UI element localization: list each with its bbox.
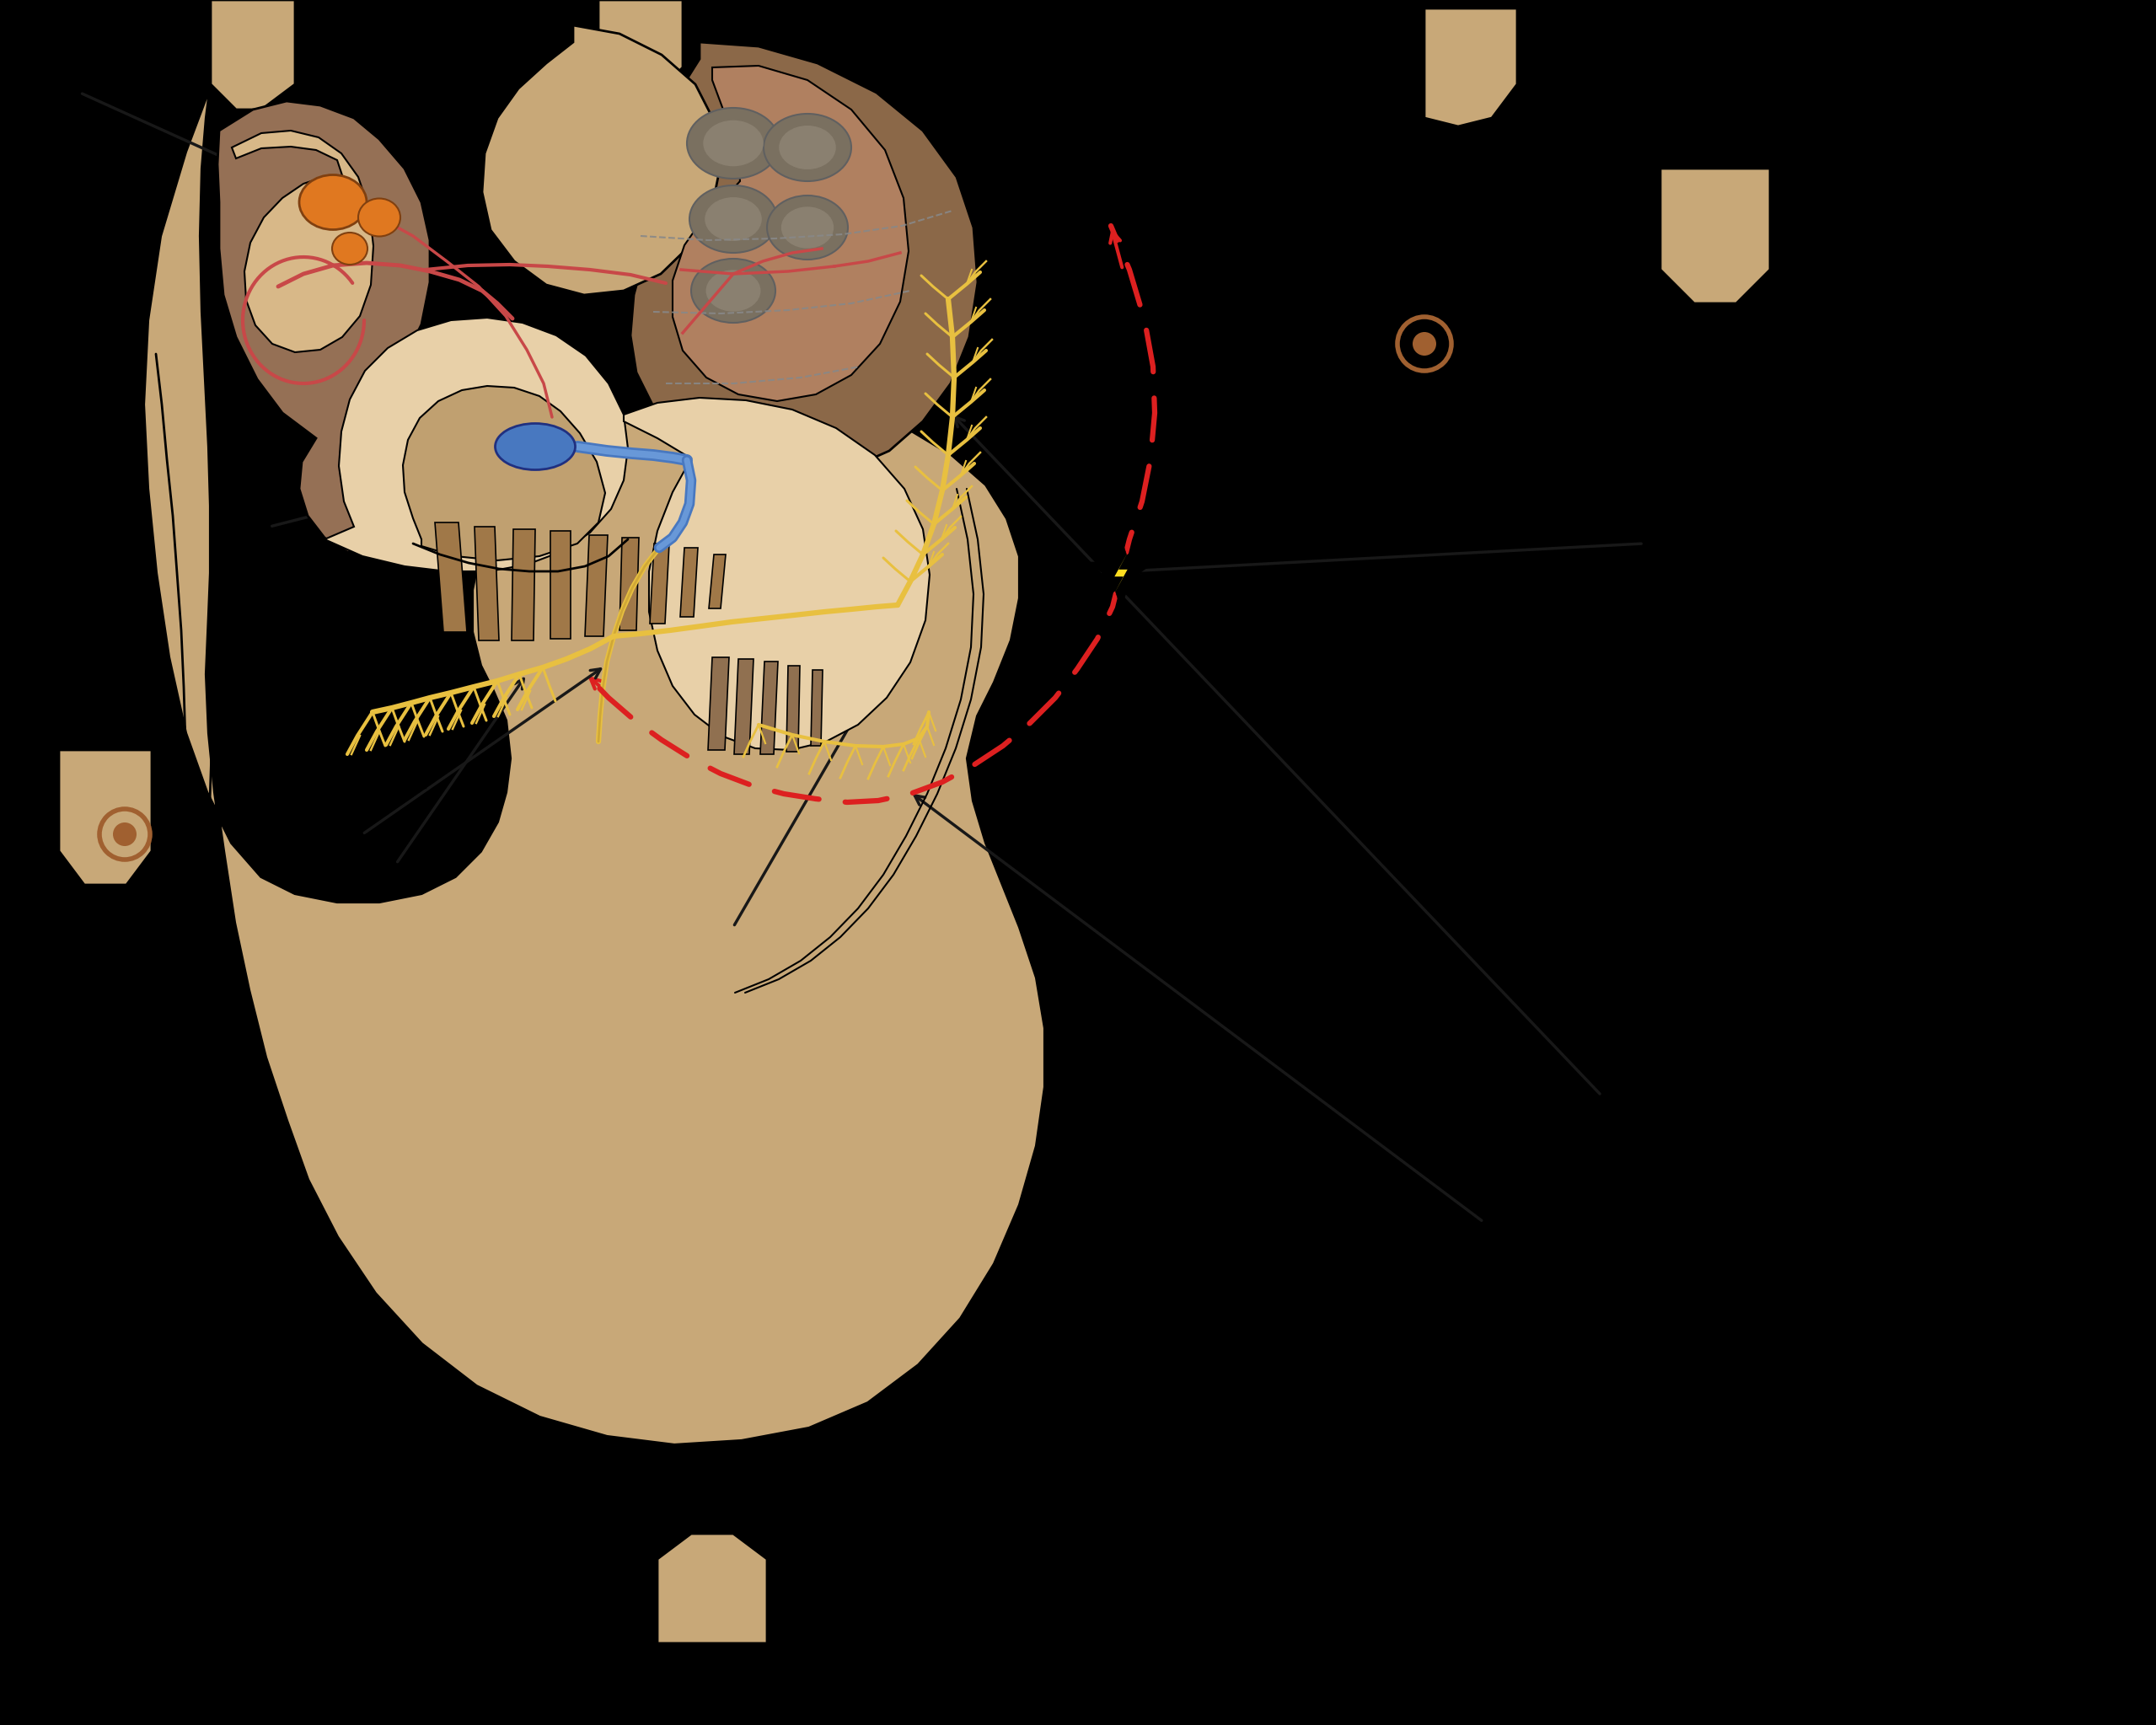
Ellipse shape (703, 121, 763, 166)
Polygon shape (403, 386, 606, 561)
Polygon shape (735, 659, 752, 754)
Polygon shape (1115, 552, 1128, 595)
Polygon shape (679, 549, 699, 618)
Polygon shape (811, 669, 824, 745)
Polygon shape (1425, 9, 1518, 126)
Polygon shape (619, 538, 638, 630)
Circle shape (112, 823, 136, 845)
Polygon shape (436, 523, 468, 631)
Polygon shape (550, 531, 571, 638)
Circle shape (1412, 331, 1436, 355)
Polygon shape (761, 661, 778, 754)
Ellipse shape (688, 109, 780, 179)
Ellipse shape (778, 126, 837, 169)
Polygon shape (1660, 169, 1770, 304)
Polygon shape (673, 66, 908, 402)
Polygon shape (142, 85, 1046, 1446)
Polygon shape (218, 102, 438, 555)
Ellipse shape (768, 195, 847, 259)
Polygon shape (211, 0, 295, 110)
Polygon shape (658, 1534, 768, 1644)
Polygon shape (1087, 538, 1156, 609)
Polygon shape (474, 526, 498, 640)
Polygon shape (649, 543, 668, 624)
Polygon shape (599, 0, 683, 93)
Polygon shape (787, 666, 800, 752)
Polygon shape (511, 530, 535, 640)
Ellipse shape (705, 269, 761, 312)
Polygon shape (584, 535, 608, 637)
Polygon shape (326, 317, 627, 571)
Ellipse shape (332, 233, 367, 264)
Polygon shape (483, 26, 720, 295)
Ellipse shape (690, 185, 776, 254)
Ellipse shape (496, 423, 576, 469)
Polygon shape (630, 41, 977, 474)
Ellipse shape (692, 259, 776, 323)
Polygon shape (707, 657, 729, 750)
Polygon shape (58, 750, 151, 885)
Ellipse shape (763, 114, 852, 181)
Ellipse shape (300, 174, 367, 229)
Polygon shape (709, 554, 727, 609)
Polygon shape (233, 131, 373, 352)
Ellipse shape (358, 198, 401, 236)
Ellipse shape (705, 197, 761, 242)
Polygon shape (623, 398, 929, 750)
Ellipse shape (780, 207, 834, 248)
